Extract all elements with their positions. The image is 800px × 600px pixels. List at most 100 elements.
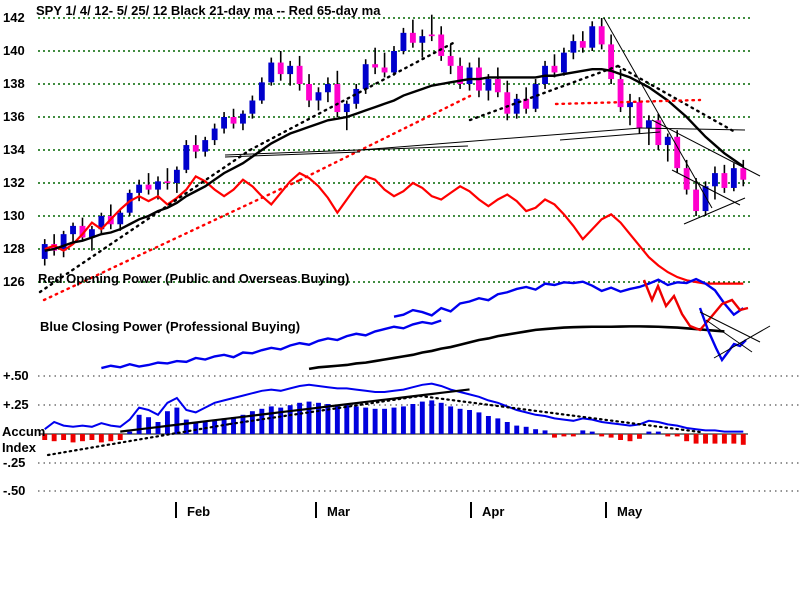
accum-bar — [174, 407, 180, 434]
candle-body — [173, 169, 180, 183]
accum-bar — [580, 430, 586, 434]
accum-bar — [325, 404, 331, 434]
accum-bar — [419, 401, 425, 434]
blue-closing-power-label: Blue Closing Power (Professional Buying) — [40, 319, 301, 334]
trendline-wedge-inner — [671, 169, 741, 206]
accum-bar — [146, 417, 152, 434]
opening-dotted-rise — [42, 178, 302, 302]
accum-bar — [334, 405, 340, 434]
month-tick-mark — [315, 502, 317, 518]
accum-bar — [438, 402, 444, 434]
month-tick-label: Feb — [187, 504, 211, 519]
accum-bar — [42, 434, 48, 440]
candle-body — [211, 128, 218, 141]
ma21-line — [44, 67, 744, 252]
candle-body — [117, 212, 124, 225]
opening-power-line — [642, 279, 749, 332]
price-tick-label: 128 — [3, 241, 25, 256]
candle-body — [579, 41, 586, 48]
accum-bar — [684, 434, 690, 442]
candle-body — [655, 120, 662, 146]
accum-bar — [117, 434, 123, 440]
closing-power-line-right — [393, 277, 744, 318]
accum-bar — [363, 407, 369, 434]
power-trend-down — [699, 311, 761, 343]
candle-body — [391, 51, 397, 73]
price-tick-label: 134 — [3, 142, 25, 157]
candle-body — [636, 102, 643, 129]
accum-bar — [476, 412, 482, 434]
accum-bar — [542, 430, 548, 434]
candle-body — [428, 34, 435, 37]
accum-bar — [504, 422, 510, 434]
candle-body — [221, 117, 228, 129]
accum-bar — [448, 406, 454, 434]
candle-body — [164, 181, 171, 183]
candle-body — [532, 84, 539, 109]
closing-power-dip — [698, 307, 747, 363]
accum-bar — [608, 434, 614, 438]
candle-body — [51, 244, 58, 251]
candle-body — [740, 168, 747, 180]
accum-tick-label: +.50 — [3, 368, 29, 383]
candle-body — [513, 98, 520, 114]
accum-bar — [485, 416, 491, 434]
candle-body — [409, 32, 416, 43]
candle-body — [674, 136, 681, 169]
candle-body — [41, 244, 48, 259]
trendline-wedge-upper — [651, 119, 761, 177]
trendline-wedge-lower — [683, 197, 746, 225]
accum-bar — [636, 434, 642, 439]
candle-body — [645, 120, 652, 129]
accum-bar — [372, 408, 378, 434]
accum-bar — [127, 431, 133, 434]
accum-bar — [495, 418, 501, 434]
candle-body — [60, 234, 67, 251]
candle-body — [608, 44, 615, 80]
accum-bar — [353, 406, 359, 434]
price-tick-label: 138 — [3, 76, 25, 91]
candle-body — [721, 173, 728, 188]
accum-bar — [231, 417, 236, 434]
candle-body — [400, 32, 407, 51]
candle-body — [268, 62, 275, 83]
power-trend-up — [713, 325, 771, 359]
accum-bar — [467, 410, 472, 434]
candle-body — [447, 55, 454, 66]
candle-body — [192, 145, 199, 152]
month-tick-label: Apr — [482, 504, 505, 519]
candle-body — [249, 100, 256, 114]
accum-bar — [410, 404, 416, 434]
candle-body — [126, 192, 133, 213]
accum-tick-label: -.50 — [3, 483, 26, 498]
accum-bar — [627, 434, 633, 442]
candle-body — [79, 225, 86, 238]
accum-bar — [80, 434, 85, 442]
accum-bar — [297, 402, 303, 434]
accum-bar — [108, 434, 114, 442]
candle-body — [730, 168, 737, 188]
accum-bar — [221, 418, 227, 434]
accum-bar — [89, 434, 95, 440]
accum-bar — [249, 411, 255, 434]
candle-body — [70, 225, 76, 235]
candle-body — [466, 67, 473, 84]
accum-bar — [731, 434, 737, 444]
accum-tick-label: +.25 — [3, 397, 29, 412]
candle-body — [560, 52, 567, 73]
candle-body — [589, 26, 596, 48]
candle-body — [485, 79, 492, 91]
accum-bar — [240, 414, 246, 434]
closing-power-ma — [308, 325, 725, 371]
accum-bar — [268, 406, 274, 434]
accum-bar — [693, 434, 699, 444]
candle-body — [240, 113, 246, 124]
trendline-neck — [559, 131, 661, 141]
power-trend-down2 — [705, 319, 753, 353]
accum-bar — [212, 419, 218, 434]
price-tick-label: 136 — [3, 109, 25, 124]
accum-bar — [287, 405, 293, 434]
accum-bar — [400, 406, 406, 434]
trendline-steep-down — [603, 17, 713, 209]
ma65-line — [44, 171, 744, 285]
